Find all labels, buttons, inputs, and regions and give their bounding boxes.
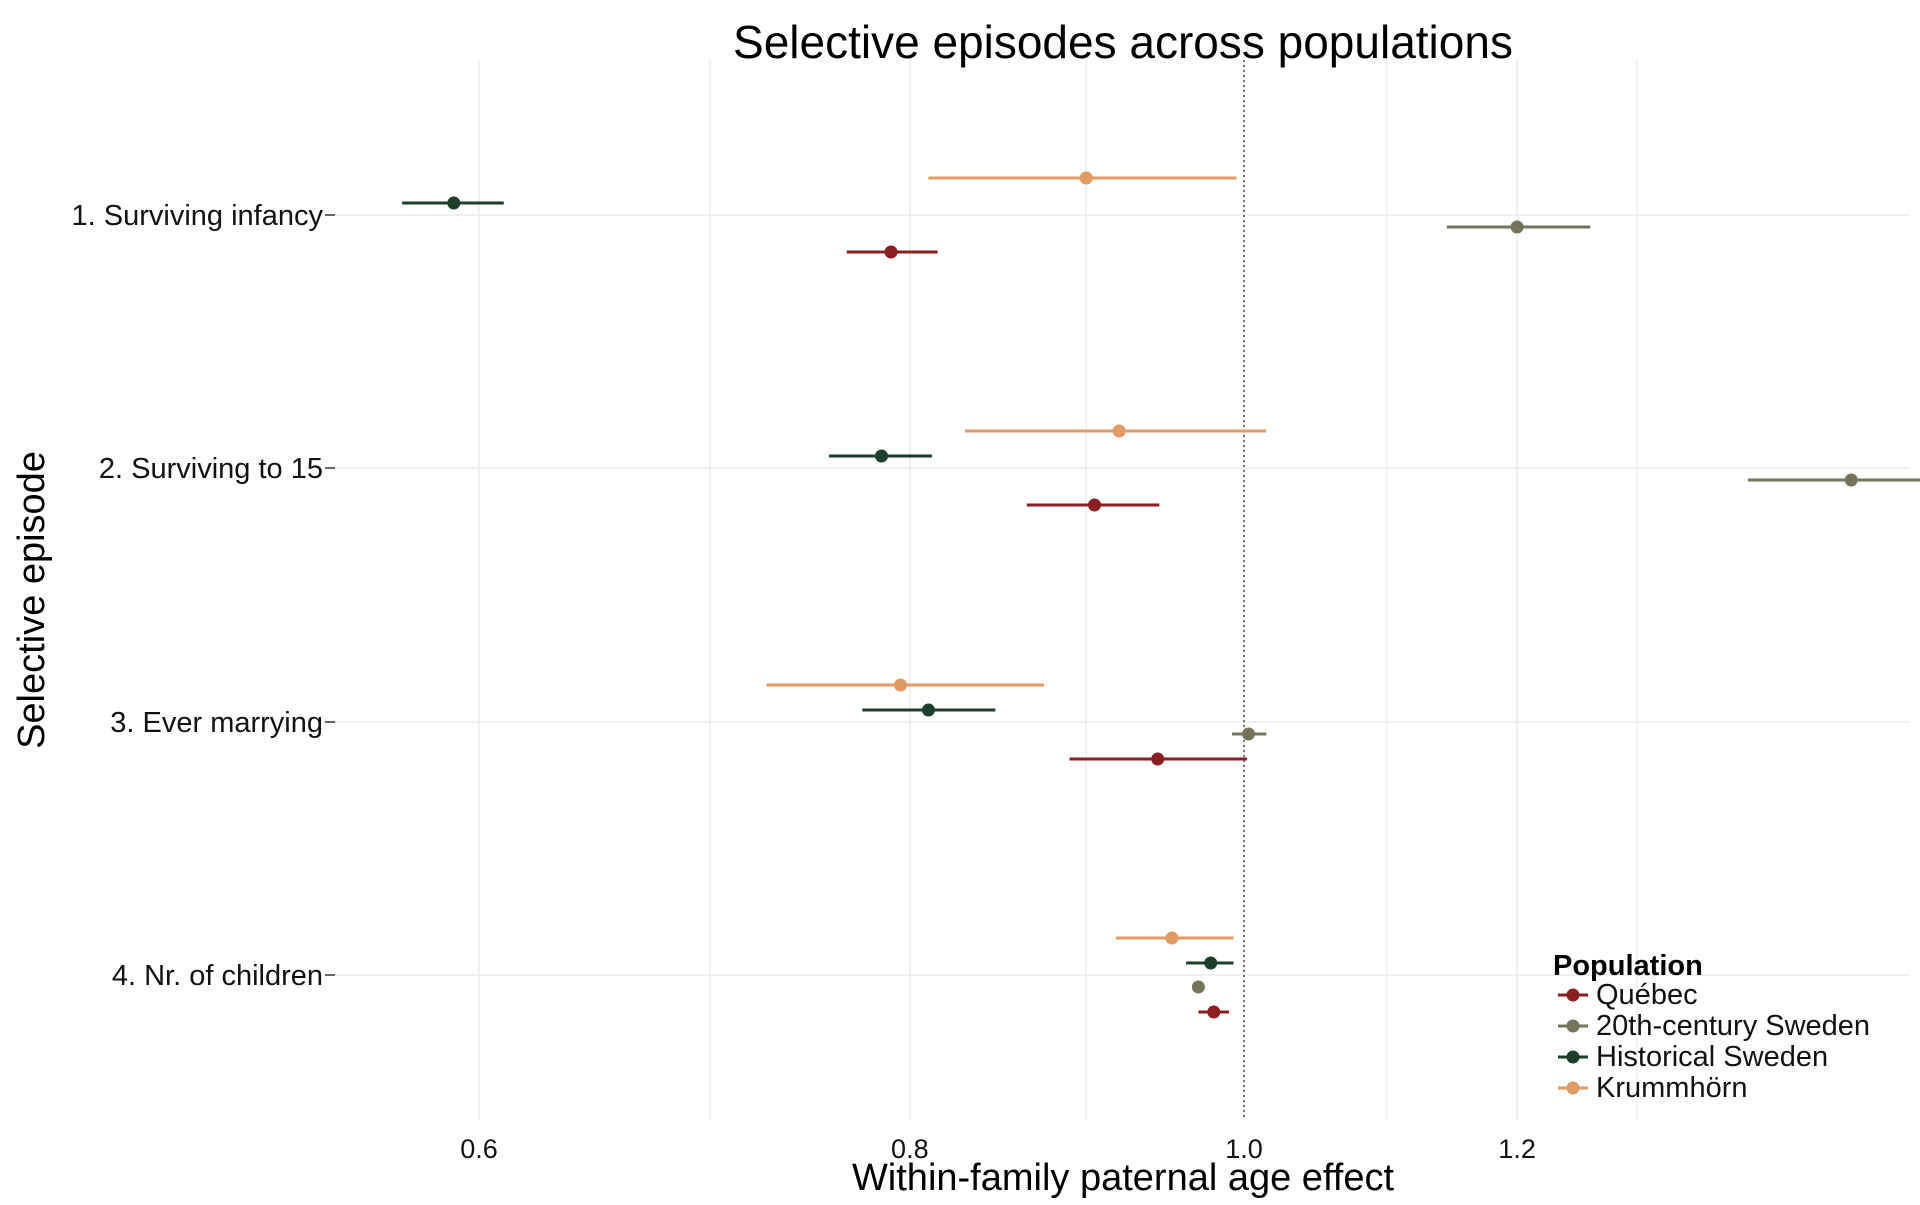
legend-key-point (1566, 988, 1580, 1002)
data-point (1191, 980, 1205, 994)
legend-key-point (1566, 1019, 1580, 1033)
data-point (1844, 473, 1858, 487)
legend-key-point (1566, 1081, 1580, 1095)
data-point (921, 703, 935, 717)
legend-label: 20th-century Sweden (1596, 1010, 1870, 1042)
y-tick-label: 3. Ever marrying (110, 707, 323, 739)
legend-label: Krummhörn (1596, 1072, 1748, 1104)
data-point (1242, 727, 1256, 741)
data-point (1151, 752, 1165, 766)
axes: 0.6 0.8 1.0 1.2 1. Surviving infancy 2. Survi… (72, 200, 1536, 1164)
y-tick-label: 4. Nr. of children (112, 960, 323, 992)
data-layer (402, 171, 1920, 1019)
data-point (874, 449, 888, 463)
data-point (1079, 171, 1093, 185)
legend-label: Québec (1596, 979, 1698, 1011)
legend-key-point (1566, 1050, 1580, 1064)
y-tick-label: 1. Surviving infancy (72, 200, 324, 232)
x-tick-label: 1.0 (1225, 1134, 1263, 1164)
data-point (893, 678, 907, 692)
data-point (1204, 956, 1218, 970)
x-tick-label: 0.6 (460, 1134, 498, 1164)
x-tick-label: 1.2 (1498, 1134, 1536, 1164)
data-point (1207, 1005, 1221, 1019)
y-tick-label: 2. Surviving to 15 (99, 453, 323, 485)
x-tick-label: 0.8 (891, 1134, 929, 1164)
y-axis-label: Selective episode (11, 451, 53, 749)
data-point (1088, 498, 1102, 512)
data-point (1510, 220, 1524, 234)
data-point (1112, 424, 1126, 438)
data-point (884, 245, 898, 259)
legend-title: Population (1553, 950, 1703, 982)
chart-title: Selective episodes across populations (733, 16, 1513, 68)
data-point (447, 196, 461, 210)
data-point (1165, 931, 1179, 945)
legend-label: Historical Sweden (1596, 1041, 1828, 1073)
x-axis-label: Within-family paternal age effect (852, 1157, 1395, 1199)
